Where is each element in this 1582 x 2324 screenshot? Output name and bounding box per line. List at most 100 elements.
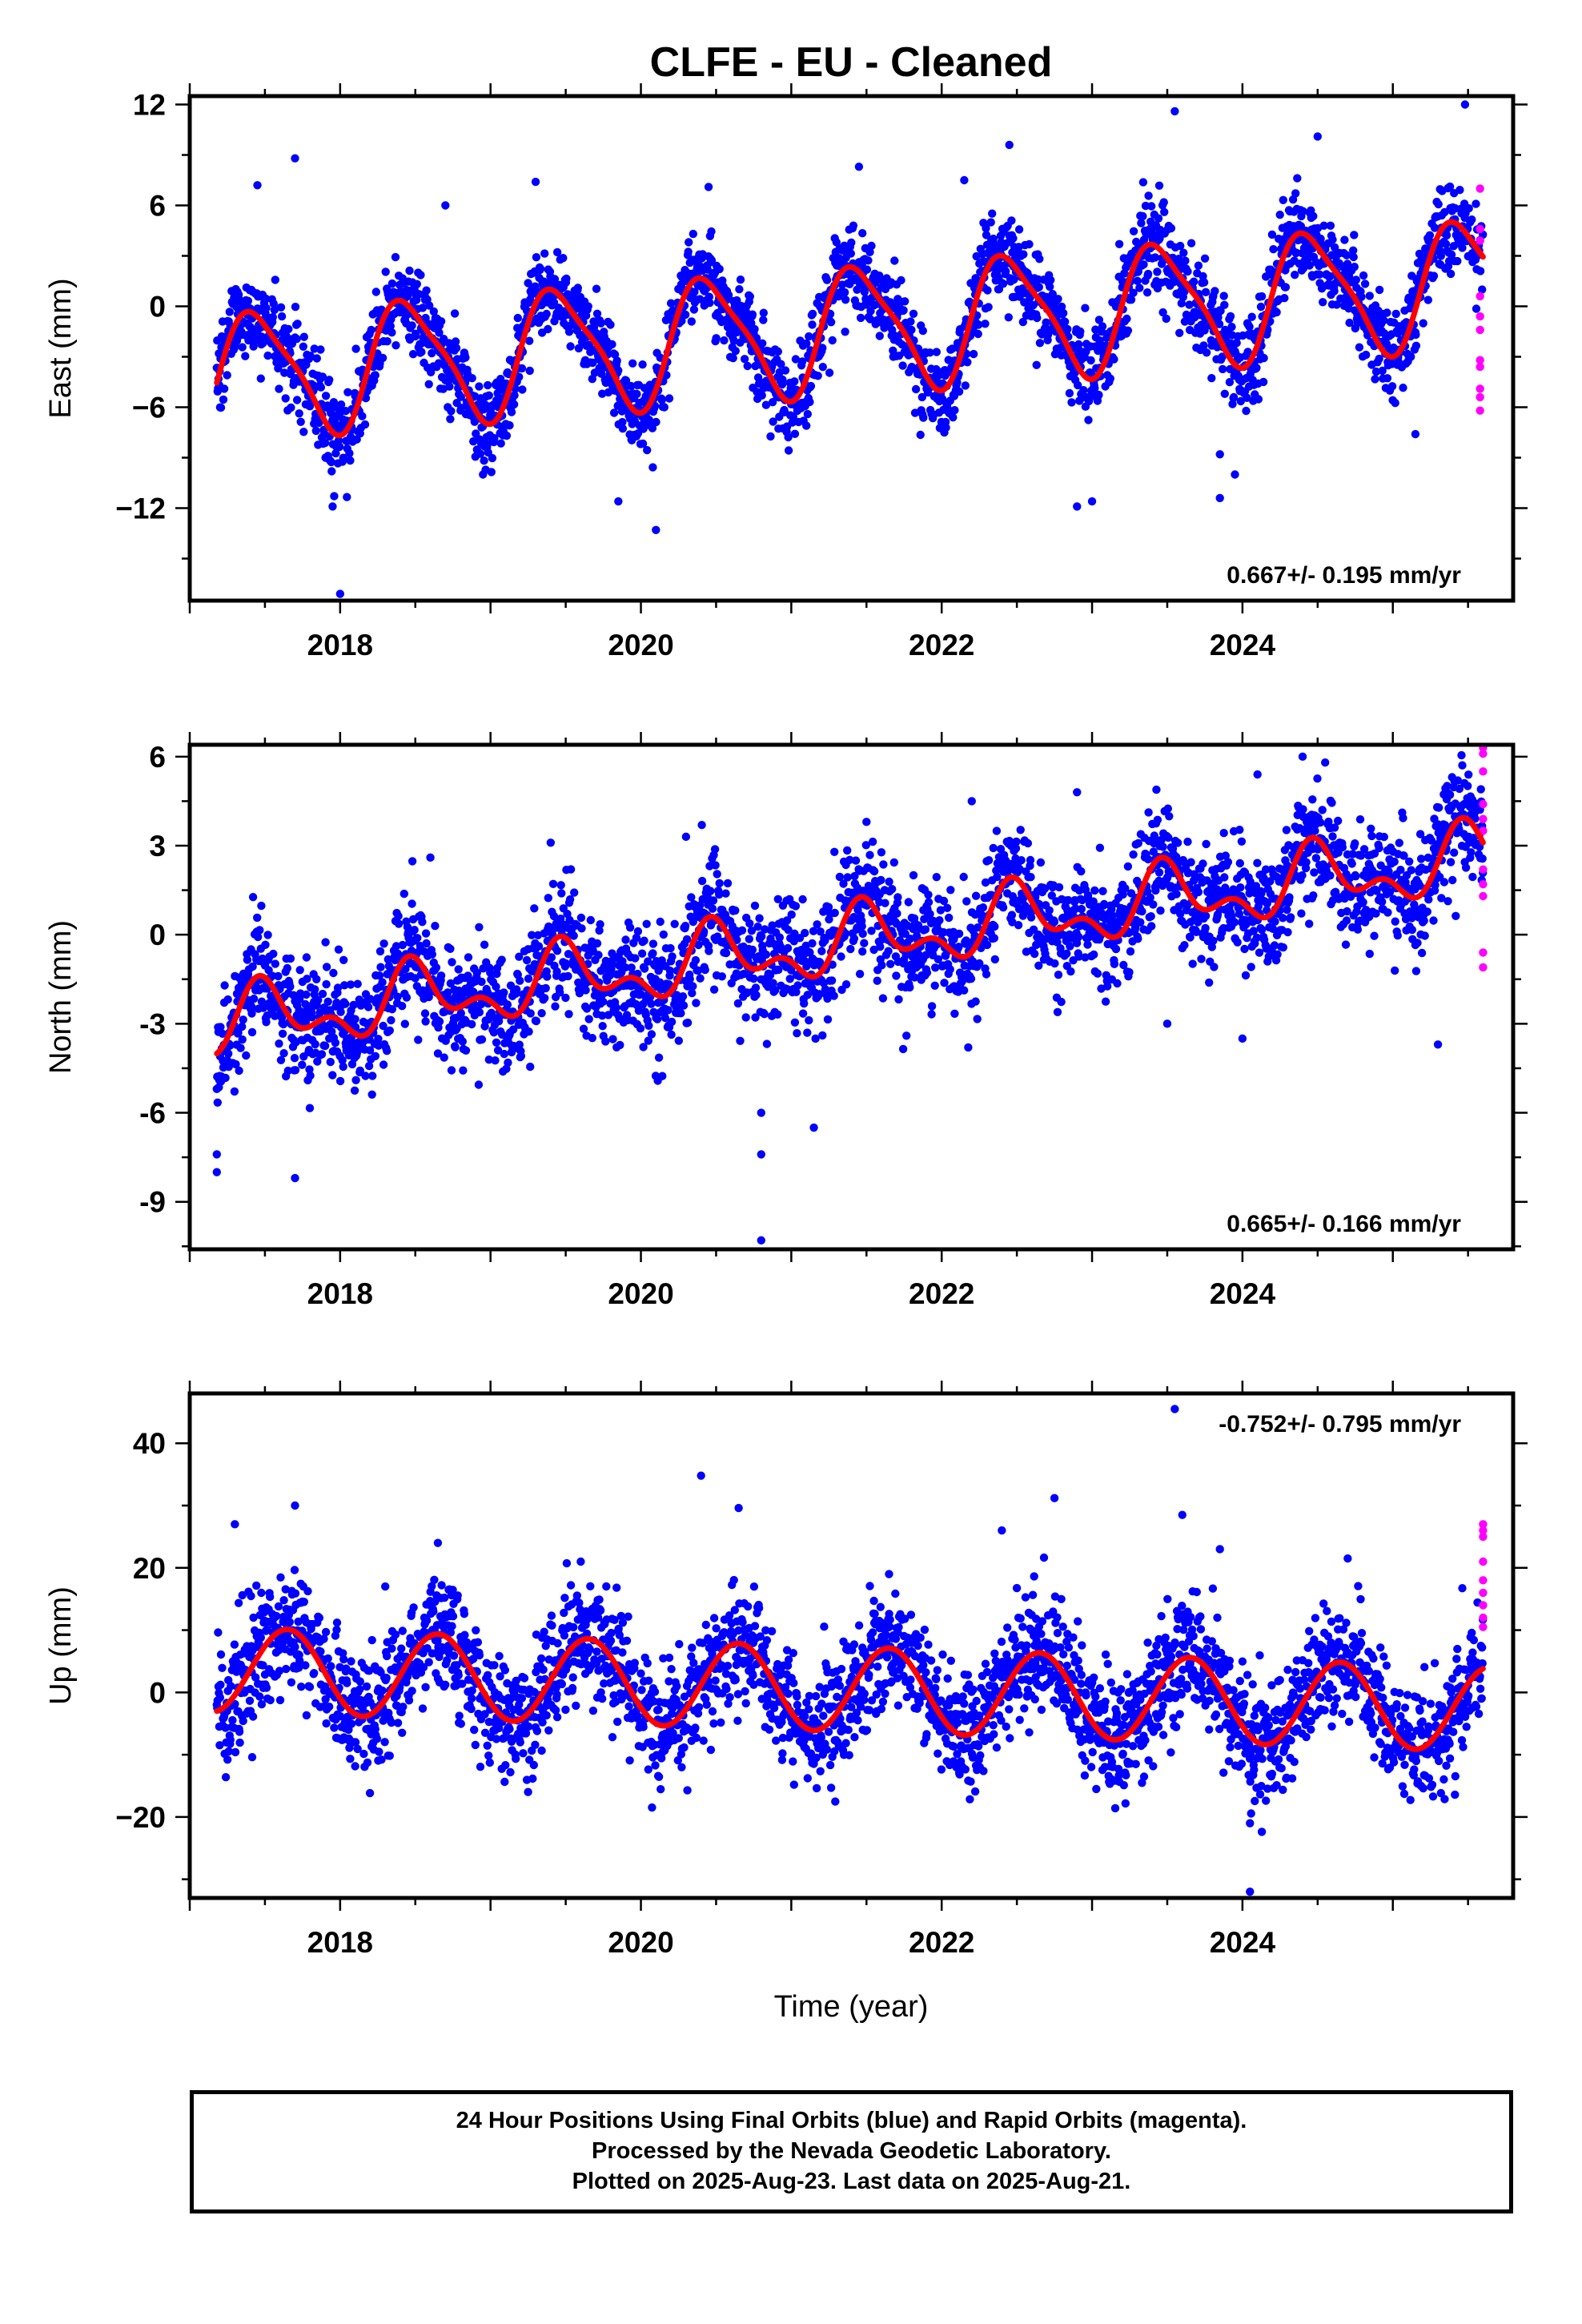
final-orbit-point [296,417,305,426]
final-orbit-point [1181,256,1190,265]
final-orbit-point [1478,285,1487,294]
final-orbit-point [293,320,302,328]
final-orbit-point [221,1073,230,1083]
final-orbit-point [1017,856,1026,865]
final-orbit-point [1095,843,1105,852]
final-orbit-point [1126,296,1136,304]
final-orbit-point [433,1049,443,1058]
final-orbit-point [1453,256,1462,266]
final-orbit-point [773,895,782,904]
final-orbit-point [931,963,940,972]
final-orbit-point [818,344,827,352]
final-orbit-point [448,958,456,967]
final-orbit-point [784,446,793,455]
final-orbit-point [705,299,714,308]
final-orbit-point [435,328,444,337]
final-orbit-point [808,309,817,319]
final-orbit-point [971,997,980,1006]
final-orbit-point [484,1055,493,1064]
final-orbit-point [902,1031,911,1040]
final-orbit-point [998,903,1008,912]
final-orbit-point [1387,382,1397,391]
final-orbit-point [1046,275,1055,284]
final-orbit-point [910,973,919,982]
final-orbit-point [708,904,717,913]
final-orbit-point [376,963,385,971]
final-orbit-point [468,374,476,383]
final-orbit-point [981,878,990,887]
final-orbit-point [322,979,331,989]
final-orbit-point [234,1028,243,1037]
final-orbit-point [876,943,885,951]
final-orbit-point [1267,230,1277,239]
final-orbit-point [1419,319,1427,328]
final-orbit-point [1194,261,1203,270]
final-orbit-point [574,344,584,353]
final-orbit-point [621,935,630,944]
final-orbit-point [311,426,320,436]
final-orbit-point [219,395,228,404]
final-orbit-point [954,929,964,939]
final-orbit-point [321,938,330,947]
final-orbit-point [989,843,998,853]
final-orbit-point [1313,132,1323,141]
final-orbit-point [1177,299,1186,308]
final-orbit-point [797,357,807,366]
final-orbit-point [263,351,272,360]
final-orbit-point [302,953,311,962]
final-orbit-point [247,1002,256,1011]
final-orbit-point [446,979,456,988]
final-orbit-point [379,1060,388,1069]
final-orbit-point [679,1001,689,1010]
final-orbit-point [681,922,690,931]
final-orbit-point [338,1055,347,1065]
final-orbit-point [339,1062,347,1072]
final-orbit-point [262,304,271,312]
final-orbit-point [826,318,836,327]
final-orbit-point [241,352,250,360]
final-orbit-point [986,218,995,227]
final-orbit-point [640,964,649,973]
final-orbit-point [532,951,541,959]
final-orbit-point [262,1018,271,1027]
final-orbit-point [339,453,347,462]
final-orbit-point [769,417,777,426]
final-orbit-point [231,1059,240,1069]
final-orbit-point [692,999,701,1007]
y-tick-label: 0 [149,291,166,324]
final-orbit-point [1340,235,1349,244]
final-orbit-point [216,1023,225,1031]
final-orbit-point [436,971,446,980]
final-orbit-point [428,348,436,358]
final-orbit-point [1086,356,1095,365]
final-orbit-point [867,241,876,251]
final-orbit-point [1279,195,1288,204]
final-orbit-point [584,1015,593,1023]
final-orbit-point [1411,429,1420,439]
final-orbit-point [759,316,768,324]
final-orbit-point [988,209,997,218]
final-orbit-point [950,1009,959,1019]
final-orbit-point [1103,982,1112,991]
final-orbit-point [618,957,627,966]
final-orbit-point [696,974,705,983]
final-orbit-point [1315,270,1324,279]
final-orbit-point [316,383,326,392]
final-orbit-point [1110,355,1118,364]
final-orbit-point [1349,252,1358,262]
final-orbit-point [1065,388,1074,398]
final-orbit-point [647,999,656,1008]
final-orbit-point [595,926,604,935]
final-orbit-point [410,926,419,935]
final-orbit-point [860,939,869,947]
final-orbit-point [230,1087,239,1096]
final-orbit-point [745,919,754,928]
final-orbit-point [721,889,730,898]
final-orbit-point [335,442,344,452]
final-orbit-point [787,910,796,919]
final-orbit-point [1472,304,1481,313]
final-orbit-point [859,887,868,895]
final-orbit-point [674,1036,683,1045]
final-orbit-point [327,467,336,476]
final-orbit-point [802,339,811,348]
